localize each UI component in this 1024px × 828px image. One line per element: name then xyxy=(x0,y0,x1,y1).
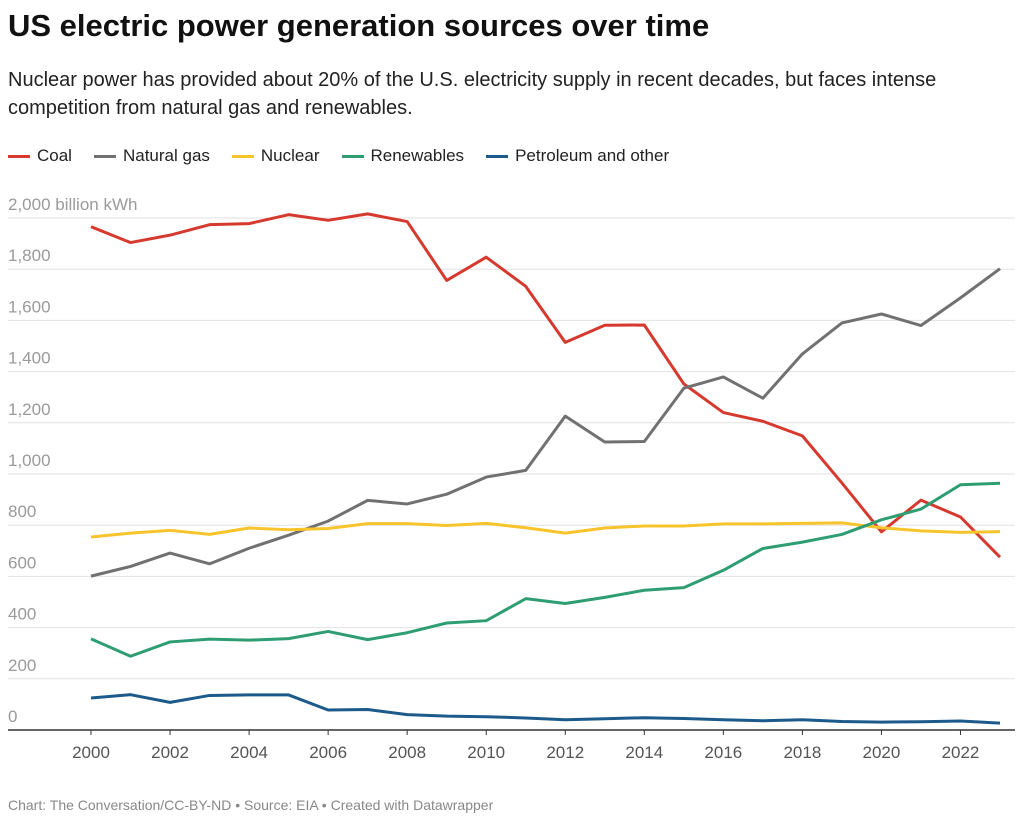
x-tick-label: 2010 xyxy=(467,743,505,762)
legend: Coal Natural gas Nuclear Renewables Petroleu… xyxy=(8,146,669,166)
y-tick-label: 1,200 xyxy=(8,400,51,419)
legend-label: Renewables xyxy=(370,146,465,165)
legend-label: Natural gas xyxy=(122,146,210,165)
x-tick-label: 2002 xyxy=(151,743,189,762)
x-tick-label: 2012 xyxy=(546,743,584,762)
legend-item: Petroleum and other xyxy=(486,146,669,166)
x-tick-label: 2022 xyxy=(942,743,980,762)
series-line xyxy=(90,267,1001,578)
y-tick-label: 600 xyxy=(8,553,36,572)
x-tick-label: 2008 xyxy=(388,743,426,762)
legend-label: Nuclear xyxy=(260,146,320,165)
legend-item: Natural gas xyxy=(93,146,210,166)
x-tick-label: 2016 xyxy=(704,743,742,762)
x-tick-label: 2004 xyxy=(230,743,268,762)
chart-subtitle: Nuclear power has provided about 20% of … xyxy=(8,69,937,119)
legend-item: Nuclear xyxy=(231,146,320,166)
x-tick-label: 2000 xyxy=(72,743,110,762)
y-tick-label: 1,000 xyxy=(8,451,51,470)
x-tick-label: 2018 xyxy=(783,743,821,762)
series-line xyxy=(90,212,1002,559)
legend-label: Petroleum and other xyxy=(515,146,670,165)
legend-swatch xyxy=(231,154,254,158)
y-tick-label: 0 xyxy=(8,707,17,726)
chart-title: US electric power generation sources ove… xyxy=(8,8,710,43)
series-line xyxy=(90,521,1001,539)
legend-swatch xyxy=(341,154,364,158)
y-tick-label: 200 xyxy=(8,656,36,675)
x-tick-label: 2020 xyxy=(863,743,901,762)
legend-label: Coal xyxy=(37,146,72,165)
y-tick-label: 400 xyxy=(8,605,36,624)
legend-item: Renewables xyxy=(341,146,465,166)
y-tick-label: 1,800 xyxy=(8,246,51,265)
y-tick-label: 800 xyxy=(8,502,36,521)
x-tick-label: 2014 xyxy=(625,743,663,762)
x-tick-label: 2006 xyxy=(309,743,347,762)
legend-swatch xyxy=(486,154,509,158)
y-tick-label: 1,600 xyxy=(8,297,51,316)
legend-item: Coal xyxy=(8,146,72,166)
chart-footer: Chart: The Conversation/CC-BY-ND • Sourc… xyxy=(8,797,494,813)
series-line xyxy=(90,481,1001,658)
series-line xyxy=(90,693,1001,725)
legend-swatch xyxy=(93,154,116,158)
y-tick-label: 1,400 xyxy=(8,349,51,368)
legend-swatch xyxy=(8,154,30,158)
y-tick-label: 2,000 billion kWh xyxy=(8,195,137,214)
